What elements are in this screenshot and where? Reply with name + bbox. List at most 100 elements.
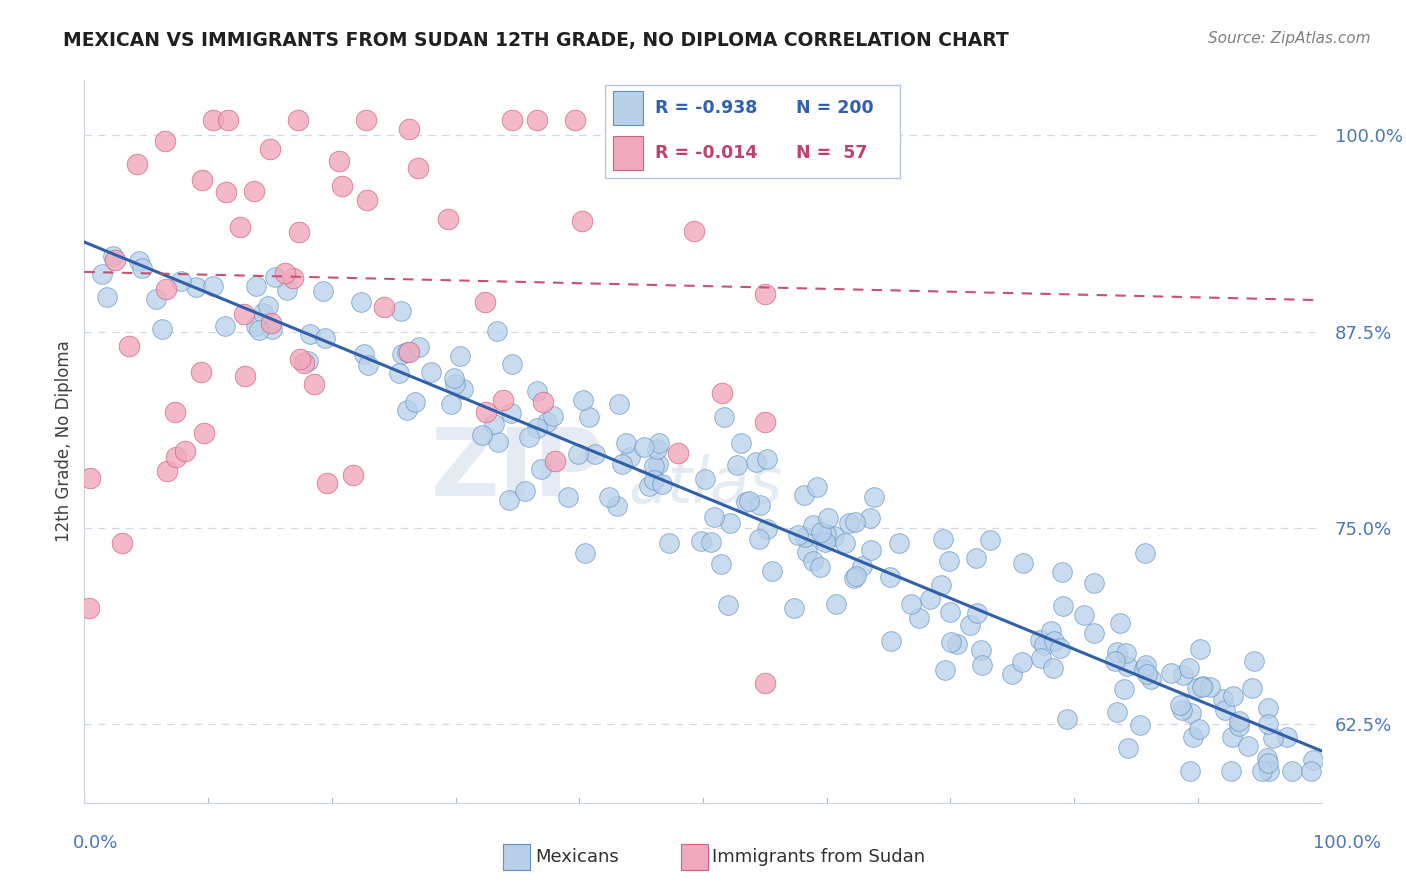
Point — [934, 663, 956, 677]
Point — [1116, 741, 1139, 756]
Text: R = -0.938: R = -0.938 — [655, 99, 758, 117]
Point — [945, 638, 967, 652]
Point — [572, 393, 595, 408]
Point — [350, 295, 373, 310]
Point — [91, 267, 114, 281]
Point — [486, 434, 509, 449]
Point — [328, 153, 350, 168]
Point — [713, 410, 735, 425]
Point — [1178, 660, 1201, 674]
Point — [1275, 730, 1298, 744]
Point — [215, 185, 238, 199]
Point — [817, 510, 839, 524]
Point — [449, 349, 471, 363]
Text: 100.0%: 100.0% — [1313, 834, 1381, 852]
Point — [96, 289, 118, 303]
Point — [793, 488, 815, 502]
Point — [1105, 645, 1128, 659]
Point — [214, 319, 236, 334]
Point — [247, 323, 270, 337]
Point — [666, 446, 689, 460]
Point — [643, 473, 665, 487]
Point — [1133, 546, 1156, 560]
Point — [304, 376, 326, 391]
Point — [814, 526, 837, 541]
Point — [1083, 576, 1105, 591]
Point — [202, 279, 225, 293]
Point — [408, 340, 430, 354]
Point — [292, 356, 315, 370]
Point — [860, 543, 883, 558]
Point — [499, 406, 522, 420]
Point — [1056, 712, 1078, 726]
Point — [730, 436, 752, 450]
Point — [754, 415, 776, 429]
Point — [406, 161, 429, 175]
Point — [276, 283, 298, 297]
Point — [150, 322, 173, 336]
Point — [155, 282, 177, 296]
Point — [806, 480, 828, 494]
Point — [959, 618, 981, 632]
Bar — [613, 91, 643, 125]
Point — [252, 305, 274, 319]
Point — [1029, 633, 1052, 648]
Point — [190, 365, 212, 379]
Point — [288, 226, 311, 240]
Point — [966, 606, 988, 620]
Point — [104, 252, 127, 267]
Point — [541, 409, 564, 423]
Point — [710, 557, 733, 571]
Point — [156, 464, 179, 478]
Point — [1115, 646, 1137, 660]
Point — [1256, 751, 1278, 765]
Point — [796, 545, 818, 559]
Point — [118, 339, 141, 353]
Point — [1227, 719, 1250, 733]
Point — [184, 280, 207, 294]
Point — [737, 493, 759, 508]
Point — [690, 533, 713, 548]
Point — [725, 458, 748, 472]
Point — [387, 366, 409, 380]
Bar — [613, 136, 643, 170]
Point — [297, 354, 319, 368]
Point — [1042, 661, 1064, 675]
Point — [844, 569, 866, 583]
Point — [844, 515, 866, 529]
Point — [233, 369, 256, 384]
Point — [193, 425, 215, 440]
Point — [938, 554, 960, 568]
Point — [492, 392, 515, 407]
Point — [517, 430, 540, 444]
Bar — [681, 844, 707, 871]
Point — [794, 531, 817, 545]
Point — [288, 351, 311, 366]
Point — [834, 535, 856, 549]
Text: Mexicans: Mexicans — [536, 848, 619, 866]
Point — [844, 571, 866, 585]
Point — [564, 112, 586, 127]
Point — [373, 300, 395, 314]
Point — [1170, 698, 1192, 712]
Point — [1192, 679, 1215, 693]
Point — [440, 397, 463, 411]
Point — [711, 385, 734, 400]
Point — [312, 285, 335, 299]
Point — [315, 475, 337, 490]
Point — [404, 395, 426, 409]
Point — [354, 112, 377, 127]
Point — [1257, 716, 1279, 731]
Y-axis label: 12th Grade, No Diploma: 12th Grade, No Diploma — [55, 341, 73, 542]
Point — [803, 518, 825, 533]
Point — [609, 397, 631, 411]
Point — [755, 452, 778, 467]
Point — [619, 450, 641, 464]
Point — [443, 371, 465, 385]
Point — [965, 551, 987, 566]
Point — [356, 193, 378, 207]
Point — [471, 427, 494, 442]
Point — [658, 536, 681, 550]
Point — [357, 359, 380, 373]
Point — [1178, 764, 1201, 779]
